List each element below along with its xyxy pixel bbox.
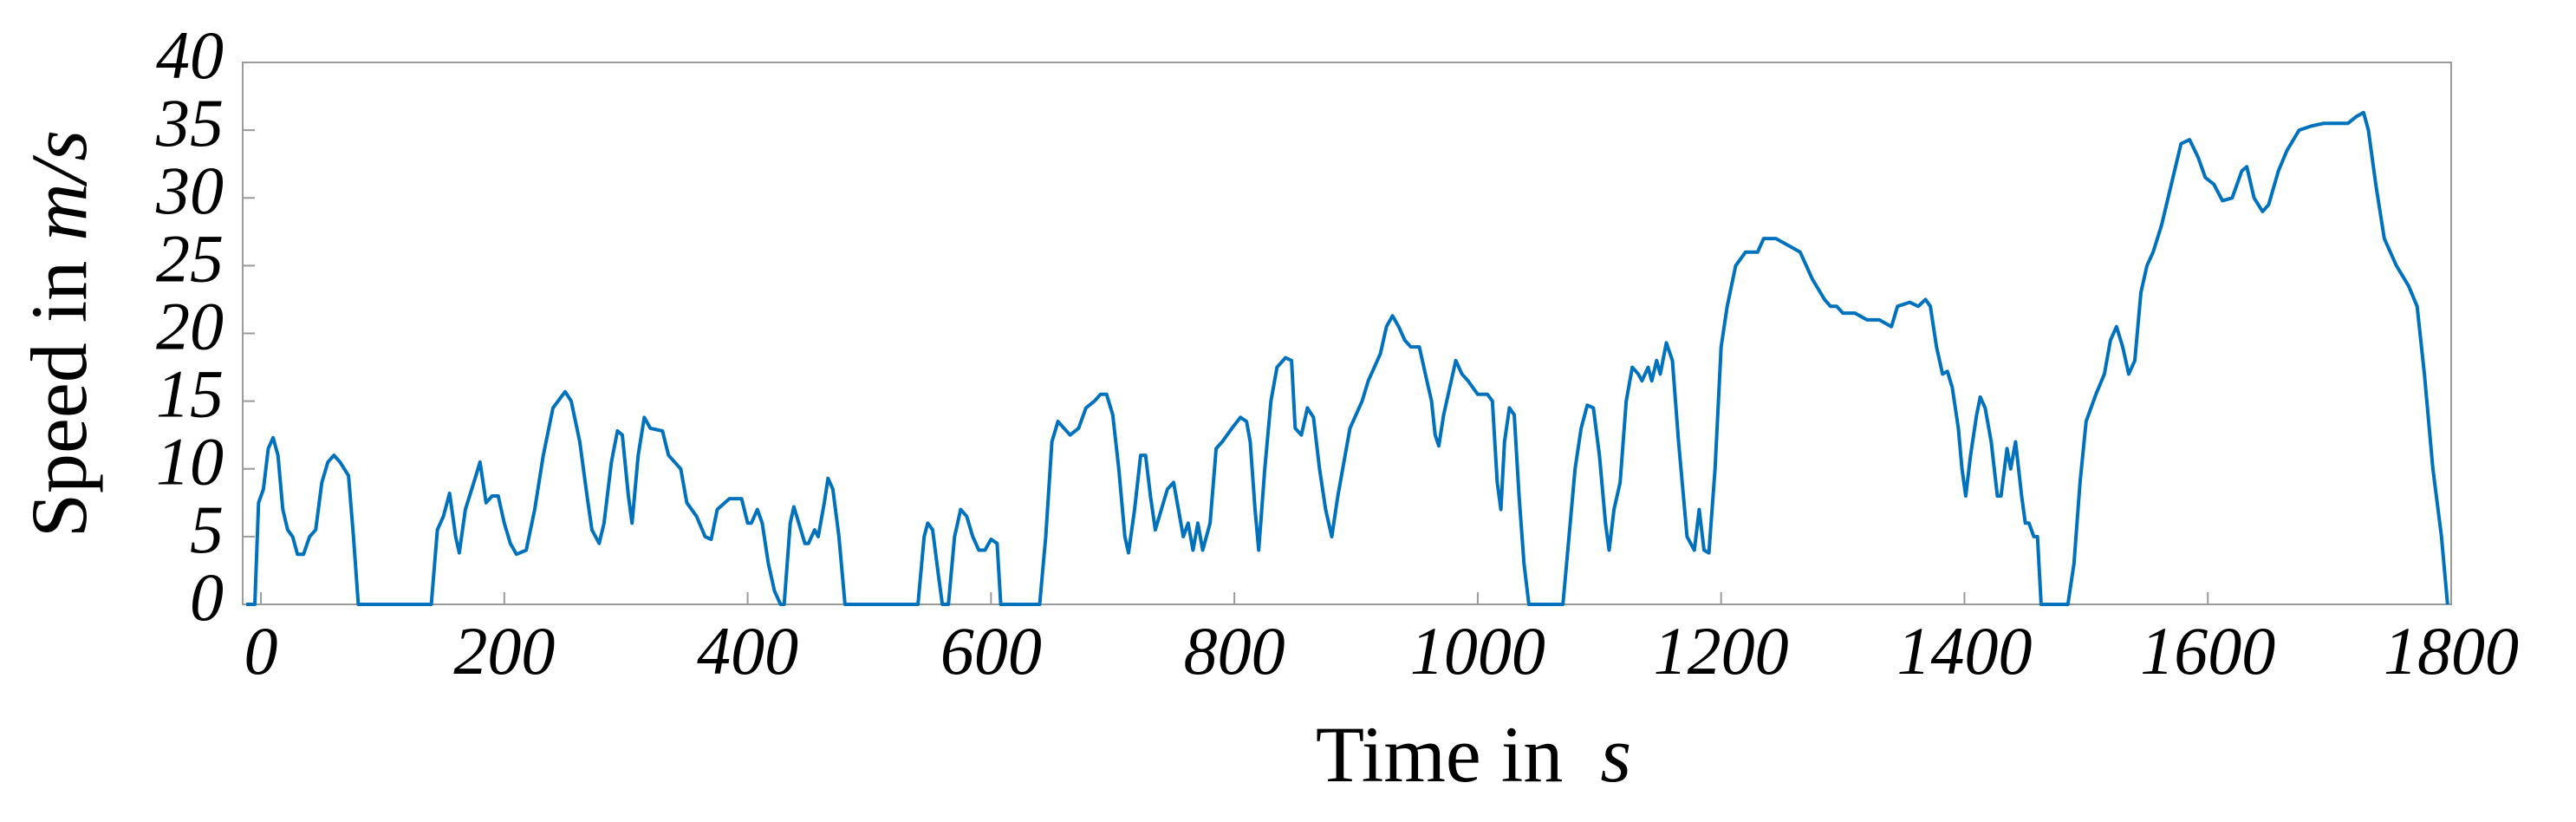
y-tick-label: 25 (156, 220, 224, 296)
y-label-unit: m/s (15, 130, 103, 241)
x-tick-label: 200 (453, 613, 555, 688)
x-tick-label: 1200 (1654, 613, 1789, 688)
y-tick-label: 15 (156, 356, 224, 432)
y-tick-label: 30 (155, 153, 224, 228)
x-label-unit: s (1600, 710, 1631, 799)
x-tick-label: 1600 (2140, 613, 2275, 688)
x-tick-label: 1400 (1896, 613, 2032, 688)
y-tick-label: 20 (156, 288, 224, 363)
x-tick-label: 0 (244, 613, 278, 688)
x-tick-label: 400 (697, 613, 798, 688)
x-label-text: Time in (1316, 710, 1583, 799)
x-axis-label: Time in s (1316, 710, 1631, 799)
speed-line (246, 110, 2449, 606)
y-tick-label: 0 (190, 559, 224, 635)
y-axis-label: Speed in m/s (15, 130, 103, 538)
y-tick-label: 10 (156, 424, 224, 499)
x-tick-label: 600 (940, 613, 1042, 688)
y-label-text: Speed in (15, 241, 103, 538)
y-tick-label: 35 (155, 85, 224, 160)
x-tick-label: 1800 (2384, 613, 2519, 688)
y-tick-label: 5 (190, 492, 224, 567)
x-tick-label: 800 (1184, 613, 1285, 688)
y-tick-label: 40 (156, 17, 224, 93)
x-tick-label: 1000 (1410, 613, 1545, 688)
